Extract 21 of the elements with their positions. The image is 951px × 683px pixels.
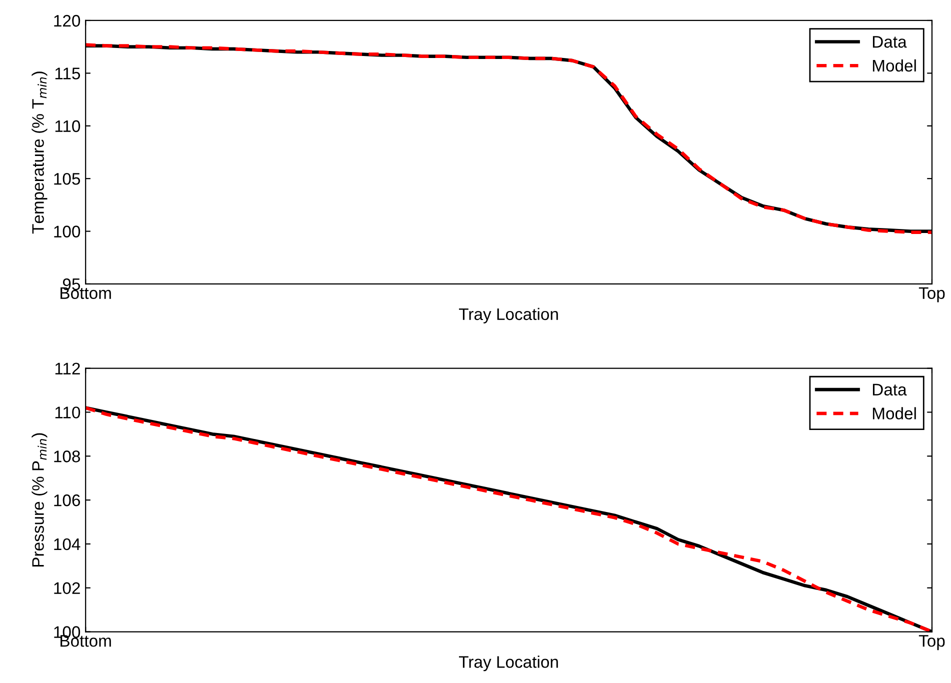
y-tick-label: 112 <box>55 362 80 374</box>
legend-label: Data <box>872 36 907 48</box>
y-tick-label: 110 <box>55 406 80 418</box>
legend-label: Model <box>872 59 916 72</box>
y-tick-label: 104 <box>54 538 80 550</box>
y-tick-label: 120 <box>54 14 80 27</box>
y-axis-title: Pressure (% P$_{min}$) <box>32 433 48 566</box>
y-tick-label: 100 <box>54 226 80 238</box>
y-tick-label: 108 <box>54 450 80 462</box>
legend-label: Data <box>872 384 907 396</box>
legend-label: Model <box>872 407 916 420</box>
y-tick-label: 115 <box>55 68 80 80</box>
y-tick-label: 106 <box>54 494 80 506</box>
x-tick-label: Top <box>918 287 945 302</box>
x-axis-title: Tray Location <box>458 656 558 672</box>
y-tick-label: 110 <box>55 120 80 132</box>
y-axis-title: Temperature (% T$_{min}$) <box>32 72 48 234</box>
y-tick-label: 105 <box>54 172 80 185</box>
x-tick-label: Top <box>918 635 945 650</box>
x-axis-title: Tray Location <box>458 308 558 324</box>
y-tick-label: 102 <box>54 582 80 594</box>
